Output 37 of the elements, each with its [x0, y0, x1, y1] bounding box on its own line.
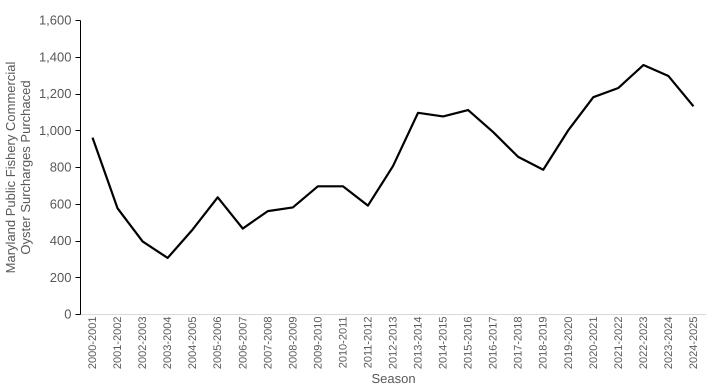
y-tick-label: 0: [64, 306, 72, 322]
y-tick-label: 1,000: [38, 122, 72, 138]
x-tick-label: 2012-2013: [388, 316, 400, 370]
y-tick-label: 1,200: [38, 86, 72, 101]
x-tick-label: 2008-2009: [287, 316, 300, 370]
x-tick-label: 2004-2005: [187, 316, 200, 370]
line-series: [91, 64, 695, 260]
x-tick-label: 2000-2001: [87, 316, 100, 370]
x-tick-label: 2021-2022: [612, 316, 625, 370]
x-tick-label: 2022-2023: [638, 316, 650, 370]
x-tick-label: 2006-2007: [237, 316, 250, 370]
y-tick-label: 1,400: [38, 49, 72, 64]
y-tick-label: 800: [50, 160, 72, 174]
x-tick-label: 2019-2020: [562, 316, 575, 370]
x-tick-label: 2011-2012: [362, 316, 374, 368]
y-tick-label: 400: [50, 233, 72, 248]
y-axis-title: Maryland Public Fishery Commercial Oyster Surcharges Purchaced: [2, 62, 33, 274]
x-tick-label: 2007-2008: [262, 316, 274, 370]
x-axis-title: Season: [371, 371, 416, 386]
x-tick-label: 2014-2015: [438, 316, 450, 370]
y-tick-label: 1,600: [38, 12, 72, 28]
y-tick-label: 200: [50, 270, 72, 285]
y-tick-label: 600: [50, 196, 72, 212]
x-tick-label: 2017-2018: [512, 316, 525, 370]
x-tick-label: 2020-2021: [588, 316, 600, 370]
x-tick-label: 2010-2011: [337, 316, 350, 368]
x-tick-label: 2009-2010: [312, 316, 324, 370]
x-tick-label: 2018-2019: [538, 316, 550, 370]
x-tick-label: 2003-2004: [162, 316, 174, 370]
x-tick-label: 2015-2016: [462, 316, 475, 370]
x-tick-label: 2002-2003: [137, 316, 150, 370]
x-tick-label: 2023-2024: [662, 316, 675, 370]
x-tick-label: 2016-2017: [488, 316, 500, 370]
x-tick-label: 2024-2025: [688, 316, 700, 370]
x-tick-label: 2005-2006: [212, 316, 224, 370]
x-tick-label: 2001-2002: [112, 316, 124, 370]
x-tick-label: 2013-2014: [412, 316, 425, 370]
